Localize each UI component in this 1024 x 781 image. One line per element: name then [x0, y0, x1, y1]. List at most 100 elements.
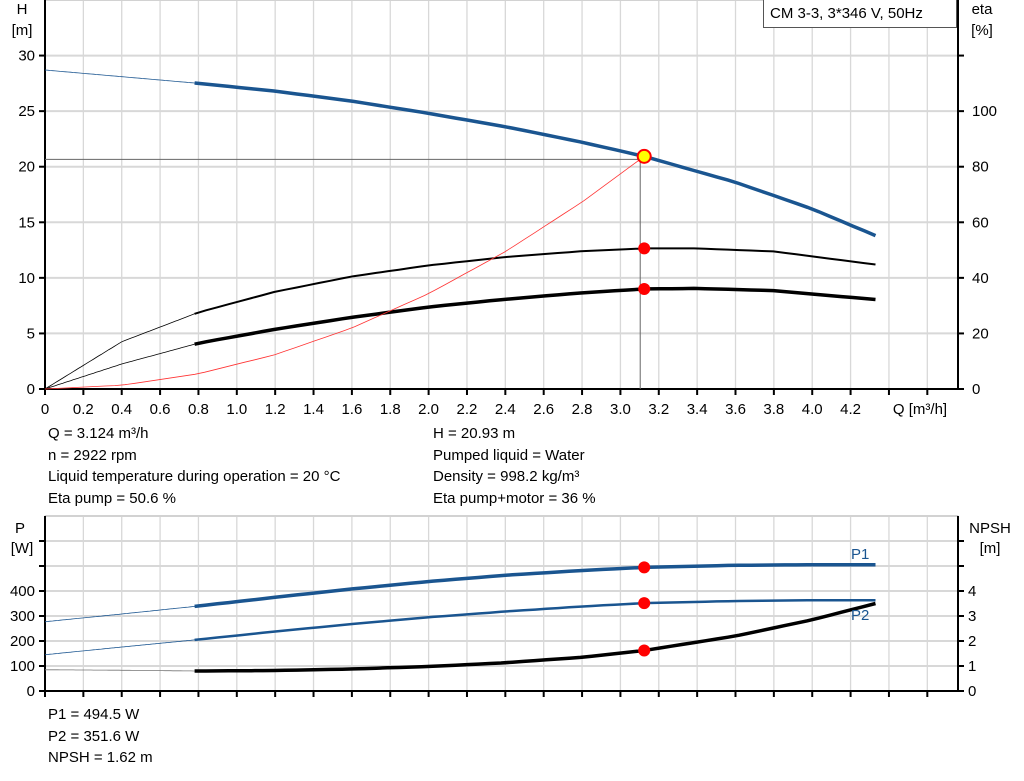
x-tick-label: 2.6 — [533, 401, 554, 418]
info-eta-pump: Eta pump = 50.6 % — [48, 489, 176, 507]
series-line — [194, 247, 876, 315]
info-density: Density = 998.2 kg/m³ — [433, 468, 580, 485]
series-line-extension — [45, 669, 199, 672]
x-tick-label: 0.2 — [73, 401, 94, 418]
x-tick-label: 1.8 — [380, 401, 401, 418]
head-eta-chart: 0 5 10 15 20 25 30 0 20 40 60 80 100 H [m] eta [%] 0 0.2 0.… — [12, 0, 997, 418]
plot-area — [44, 0, 959, 390]
y-tick-label: 25 — [18, 103, 35, 120]
info-top-left: Q = 3.124 m³/h n = 2922 rpm Liquid tempe… — [48, 423, 340, 509]
y2-axis-unit: [%] — [971, 22, 993, 39]
y2-tick-label: 20 — [972, 325, 989, 342]
y2-tick-label: 40 — [972, 270, 989, 287]
y2-tick-label: 0 — [972, 381, 980, 398]
series-h — [44, 69, 877, 238]
plot-area — [44, 515, 959, 692]
series-npsh — [45, 601, 876, 673]
x-tick-label: 3.6 — [725, 401, 746, 418]
x-tick-label: 0.8 — [188, 401, 209, 418]
series-line-extension — [44, 311, 199, 390]
x-tick-label: 4.2 — [840, 401, 861, 418]
info-top-right: H = 20.93 m Pumped liquid = Water Densit… — [433, 423, 596, 509]
series-eta-pump — [44, 247, 876, 390]
x-tick-label: 2.8 — [572, 401, 593, 418]
y2-axis-title: eta — [972, 1, 994, 18]
info-liquid-temp: Liquid temperature during operation = 20… — [48, 468, 341, 485]
info-head: H = 20.93 m — [433, 425, 516, 442]
series-eta-total — [44, 286, 876, 390]
y2-tick-label: 0 — [968, 683, 976, 700]
y-tick-label: 0 — [27, 683, 35, 700]
y2-tick-label: 80 — [972, 159, 989, 176]
eta-pump-marker — [638, 242, 651, 255]
series-line — [194, 286, 876, 346]
pump-model-label: CM 3-3, 3*346 V, 50Hz — [770, 5, 923, 22]
y-axis-title: H — [17, 1, 28, 18]
x-tick-label: 0 — [41, 401, 49, 418]
series-line-extension — [44, 639, 199, 656]
y-tick-label: 100 — [10, 658, 35, 675]
y-tick-label: 10 — [18, 270, 35, 287]
series-line — [194, 601, 876, 673]
info-bottom: P1 = 494.5 W P2 = 351.6 W NPSH = 1.62 m — [48, 704, 153, 769]
p1-marker — [638, 561, 651, 574]
y-tick-label: 200 — [10, 633, 35, 650]
series-system — [44, 156, 645, 390]
x-tick-label: 1.6 — [341, 401, 362, 418]
y2-tick-label: 1 — [968, 658, 976, 675]
series-p2 — [44, 599, 876, 656]
x-tick-label: 1.4 — [303, 401, 324, 418]
y2-tick-label: 4 — [968, 583, 976, 600]
series-line — [194, 563, 876, 609]
y2-axis-unit: [m] — [980, 540, 1001, 557]
info-flow: Q = 3.124 m³/h — [48, 425, 149, 442]
series-line — [44, 156, 645, 390]
series-line-extension — [44, 69, 199, 84]
x-tick-label: 1.2 — [265, 401, 286, 418]
y-tick-label: 15 — [18, 214, 35, 231]
y2-axis-title: NPSH — [969, 520, 1011, 537]
y2-tick-label: 3 — [968, 608, 976, 625]
series-line-extension — [44, 342, 199, 390]
info-npsh: NPSH = 1.62 m — [48, 749, 153, 766]
info-pumped-liquid: Pumped liquid = Water — [433, 446, 585, 464]
x-tick-label: 3.4 — [687, 401, 708, 418]
y-axis-unit: [m] — [12, 22, 33, 39]
y-tick-label: 5 — [27, 325, 35, 342]
y-axis-title: P — [15, 520, 25, 537]
eta-total-marker — [638, 282, 651, 295]
operating-point-marker — [636, 148, 652, 164]
info-p1: P1 = 494.5 W — [48, 706, 140, 723]
x-tick-label: 0.4 — [111, 401, 132, 418]
series-line — [194, 599, 876, 642]
power-npsh-chart: 0 100 200 300 400 0 1 2 3 4 P [W] NPSH [m] P1 P2 — [10, 515, 1011, 700]
x-axis-title: Q [m³/h] — [893, 401, 947, 418]
y-tick-label: 300 — [10, 608, 35, 625]
npsh-marker — [638, 644, 651, 657]
x-tick-label: 1.0 — [226, 401, 247, 418]
y-tick-label: 20 — [18, 159, 35, 176]
y2-tick-label: 60 — [972, 214, 989, 231]
x-tick-label: 4.0 — [802, 401, 823, 418]
x-tick-label: 2.2 — [457, 401, 478, 418]
y-tick-label: 30 — [18, 48, 35, 65]
info-eta-total: Eta pump+motor = 36 % — [433, 489, 596, 507]
x-tick-label: 2.4 — [495, 401, 516, 418]
pump-legend-box: CM 3-3, 3*346 V, 50Hz — [763, 0, 957, 28]
info-p2: P2 = 351.6 W — [48, 727, 140, 745]
x-tick-label: 0.6 — [150, 401, 171, 418]
y-tick-label: 0 — [27, 381, 35, 398]
x-tick-label: 2.0 — [418, 401, 439, 418]
y2-tick-label: 100 — [972, 103, 997, 120]
series-p1 — [44, 563, 876, 623]
series-line-extension — [44, 605, 199, 623]
p1-series-label: P1 — [851, 546, 869, 563]
y-axis-unit: [W] — [11, 540, 34, 557]
x-tick-label: 3.2 — [648, 401, 669, 418]
series-line — [194, 81, 877, 238]
y2-tick-label: 2 — [968, 633, 976, 650]
y-tick-label: 400 — [10, 583, 35, 600]
x-tick-label: 3.8 — [763, 401, 784, 418]
info-speed: n = 2922 rpm — [48, 446, 137, 464]
